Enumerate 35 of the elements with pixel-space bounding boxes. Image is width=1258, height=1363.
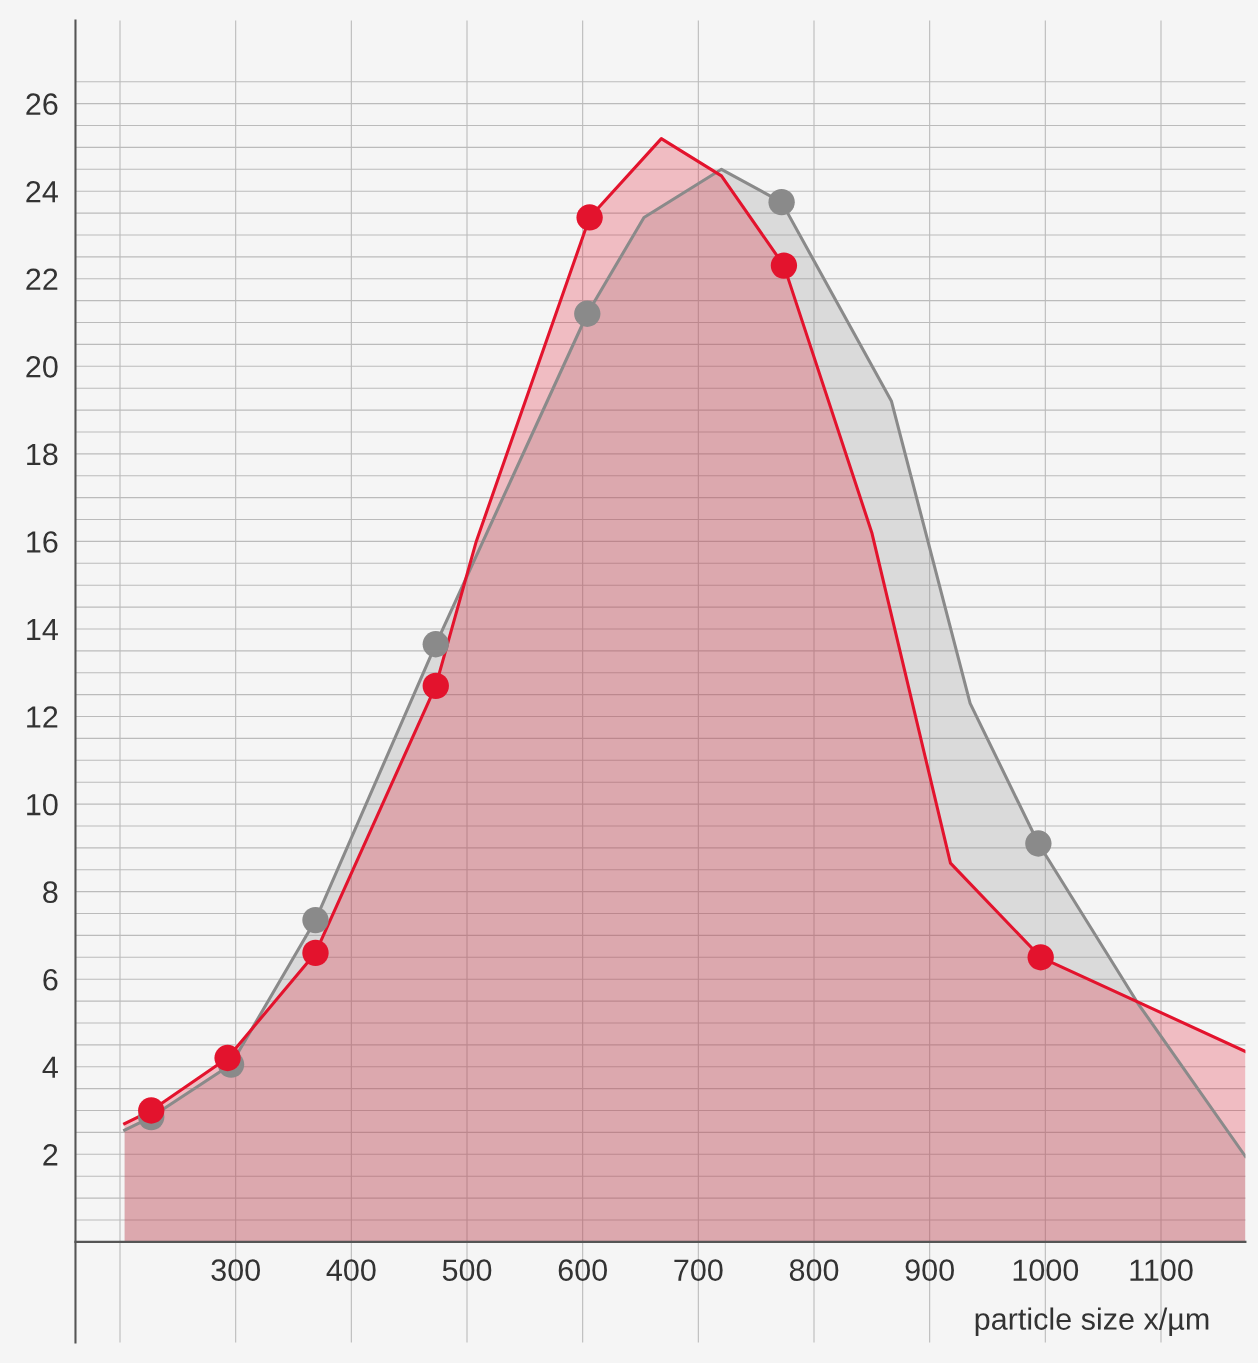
- point: [422, 672, 449, 700]
- y-tick-label: 14: [27, 619, 58, 641]
- point: [302, 906, 329, 934]
- point: [1025, 830, 1052, 857]
- x-tick-label: 600: [558, 1259, 607, 1281]
- point: [214, 1044, 241, 1072]
- y-tick-label: 24: [26, 180, 58, 203]
- x-tick-label: 300: [211, 1259, 260, 1281]
- x-tick-label: 800: [789, 1259, 839, 1281]
- y-tick-label: 18: [27, 443, 58, 466]
- x-tick-label: 400: [326, 1259, 376, 1281]
- point: [138, 1097, 165, 1124]
- point: [576, 204, 603, 231]
- y-tick-label: 20: [26, 356, 58, 378]
- point: [770, 252, 798, 279]
- point: [302, 939, 329, 967]
- point: [422, 631, 449, 658]
- x-tick-label: 1000: [1013, 1259, 1079, 1281]
- point: [768, 188, 795, 216]
- x-tick-label: 1100: [1130, 1259, 1193, 1281]
- y-tick-label: 10: [27, 793, 58, 816]
- x-axis-title: particle size x/µm: [975, 1307, 1209, 1336]
- y-tick-label: 26: [26, 93, 58, 115]
- x-tick-label: 500: [442, 1259, 492, 1281]
- y-tick-label: 22: [26, 268, 58, 290]
- point: [1027, 944, 1054, 971]
- y-tick-label: 16: [27, 531, 58, 553]
- y-tick-label: 12: [27, 706, 58, 728]
- y-tick-label: 2: [43, 1144, 58, 1166]
- y-tick-label: 4: [42, 1056, 58, 1078]
- point: [574, 300, 601, 327]
- y-tick-label: 8: [43, 881, 58, 904]
- x-tick-label: 700: [674, 1259, 723, 1281]
- y-tick-label: 6: [43, 968, 58, 991]
- x-tick-label: 900: [905, 1259, 954, 1281]
